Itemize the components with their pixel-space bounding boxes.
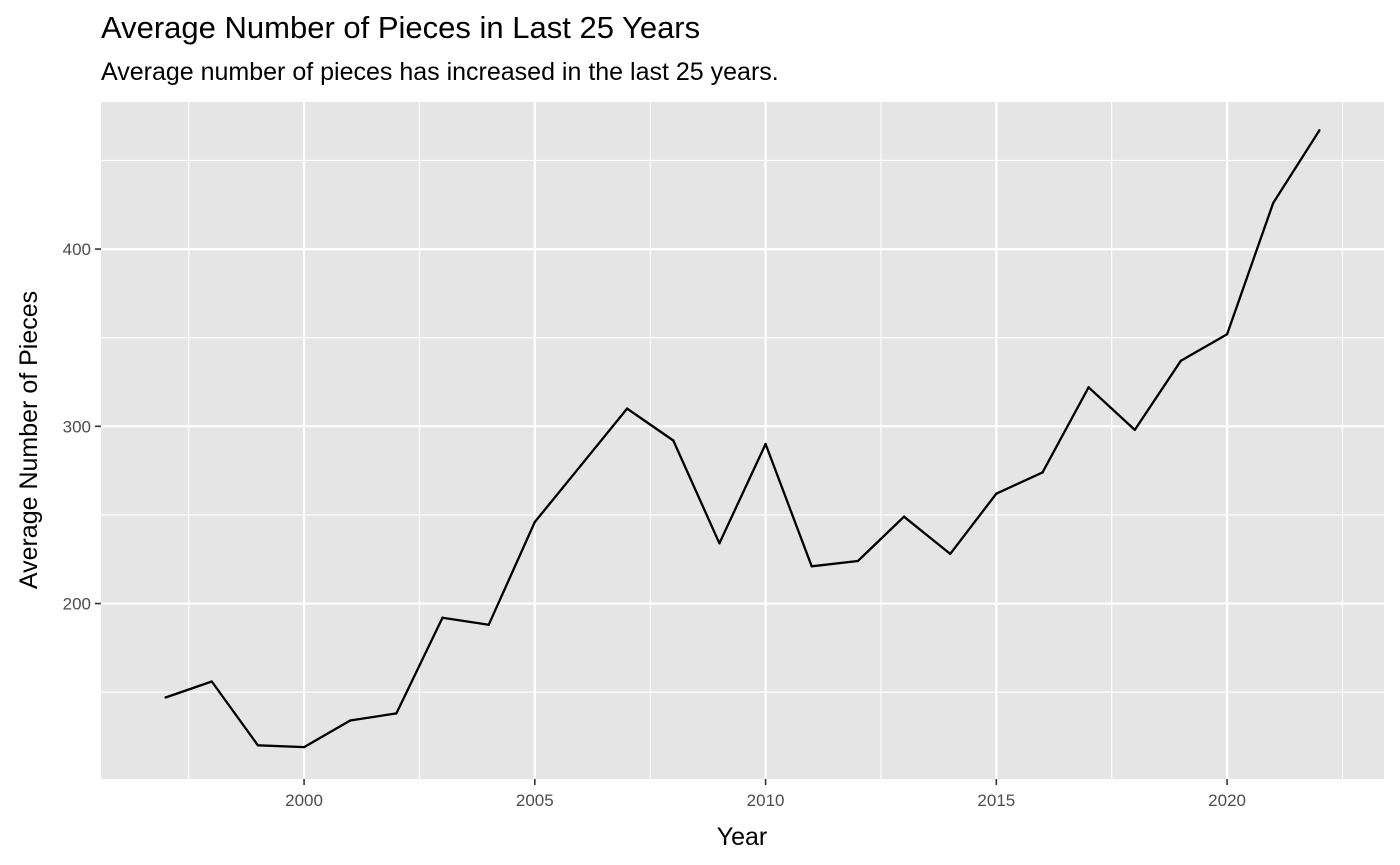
data-point-2018: [1133, 428, 1136, 432]
data-point-2005: [533, 520, 537, 524]
x-axis-title: Year: [717, 823, 768, 851]
chart-subtitle: Average number of pieces has increased i…: [101, 58, 779, 86]
data-point-2020: [1225, 332, 1229, 336]
x-tick-label-2015: 2015: [977, 791, 1015, 810]
data-point-2002: [395, 712, 398, 715]
data-point-2010: [764, 442, 767, 446]
data-point-2016: [1041, 471, 1044, 474]
data-point-2019: [1179, 359, 1183, 362]
data-point-2015: [995, 492, 998, 495]
data-point-1998: [210, 680, 213, 683]
x-tick-label-2020: 2020: [1208, 791, 1246, 810]
data-point-1999: [256, 744, 260, 747]
data-point-2007: [625, 407, 629, 410]
y-axis: 200 300 400: [63, 240, 101, 614]
y-axis-title: Average Number of Pieces: [15, 291, 43, 589]
data-point-2009: [718, 542, 721, 545]
data-point-2017: [1087, 386, 1090, 389]
minor-gridlines: [101, 102, 1384, 779]
data-point-2003: [441, 616, 444, 619]
data-point-2004: [487, 623, 490, 627]
data-point-2001: [349, 719, 352, 722]
series-line-0: [165, 129, 1321, 749]
data-point-2022: [1318, 129, 1321, 132]
x-tick-label-2005: 2005: [516, 791, 554, 810]
data-point-2021: [1272, 201, 1275, 205]
data-point-2008: [672, 439, 675, 442]
series-layer: [164, 129, 1321, 749]
major-gridlines: [101, 102, 1384, 779]
x-axis: 2000 2005 2010 2015 2020: [285, 779, 1246, 810]
chart-title: Average Number of Pieces in Last 25 Year…: [101, 10, 701, 45]
data-point-1997: [164, 696, 167, 699]
y-tick-label-200: 200: [63, 595, 91, 614]
data-point-2006: [579, 464, 583, 467]
y-tick-label-400: 400: [63, 240, 91, 259]
x-tick-label-2010: 2010: [747, 791, 785, 810]
x-tick-label-2000: 2000: [285, 791, 323, 810]
y-tick-label-300: 300: [63, 417, 91, 436]
data-point-2000: [302, 745, 306, 749]
data-point-2012: [856, 559, 860, 563]
plot-panel: [101, 102, 1384, 779]
data-point-2013: [902, 515, 906, 518]
data-point-2014: [948, 552, 952, 556]
data-point-2011: [810, 565, 813, 568]
